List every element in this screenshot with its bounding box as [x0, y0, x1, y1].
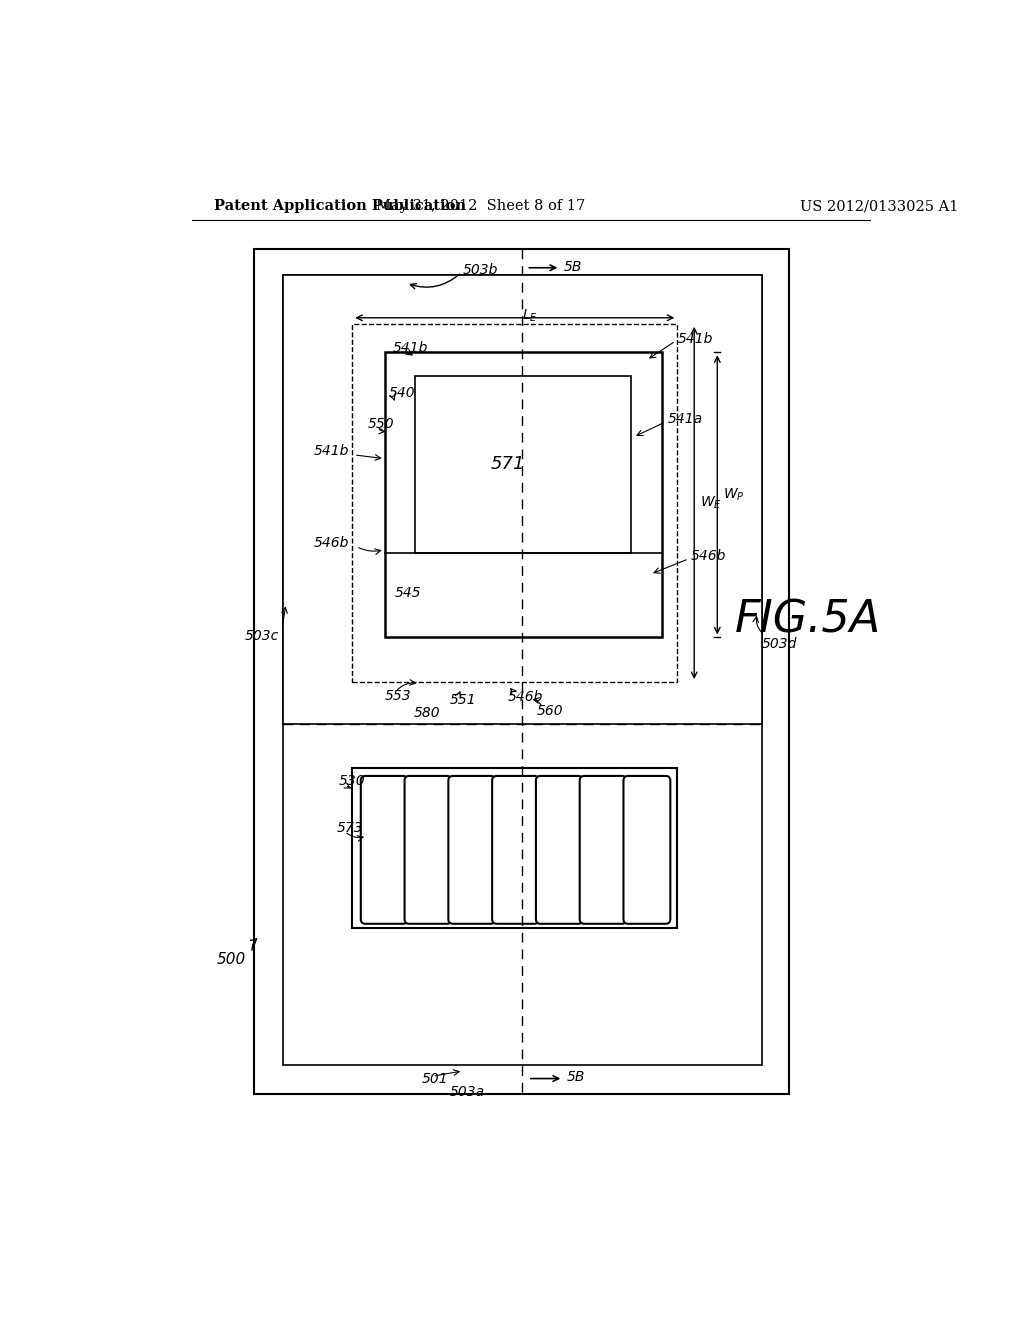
- Text: 550: 550: [368, 417, 394, 432]
- Text: 500: 500: [217, 952, 246, 966]
- Text: 541b: 541b: [677, 331, 713, 346]
- Text: 503c: 503c: [245, 628, 280, 643]
- Text: 541b: 541b: [314, 444, 349, 458]
- Bar: [385, 352, 662, 638]
- Text: 560: 560: [538, 705, 564, 718]
- Text: 545: 545: [394, 586, 421, 601]
- Text: 541b: 541b: [392, 341, 428, 355]
- Bar: [352, 768, 677, 928]
- Text: Patent Application Publication: Patent Application Publication: [214, 199, 466, 213]
- FancyBboxPatch shape: [624, 776, 671, 924]
- FancyBboxPatch shape: [580, 776, 627, 924]
- Text: 5B: 5B: [566, 1071, 585, 1084]
- Bar: [254, 249, 788, 1094]
- Text: 546b: 546b: [508, 690, 544, 705]
- Text: $L_E$: $L_E$: [522, 308, 539, 323]
- Text: May 31, 2012  Sheet 8 of 17: May 31, 2012 Sheet 8 of 17: [376, 199, 586, 213]
- Text: $W_E$: $W_E$: [700, 495, 722, 511]
- Text: 503b: 503b: [463, 263, 499, 277]
- Text: 5B: 5B: [563, 260, 582, 275]
- Text: 503a: 503a: [451, 1085, 485, 1100]
- Text: 546b: 546b: [314, 536, 349, 550]
- Text: 541a: 541a: [668, 412, 702, 426]
- Bar: [283, 276, 762, 1065]
- Text: 501: 501: [422, 1072, 449, 1085]
- Text: US 2012/0133025 A1: US 2012/0133025 A1: [801, 199, 958, 213]
- Text: 573: 573: [337, 821, 364, 836]
- Text: 540: 540: [388, 387, 415, 400]
- FancyBboxPatch shape: [449, 776, 496, 924]
- Bar: [283, 276, 762, 725]
- Text: 530: 530: [339, 774, 366, 788]
- FancyBboxPatch shape: [360, 776, 408, 924]
- Text: 553: 553: [385, 689, 412, 702]
- Bar: [416, 376, 631, 553]
- Text: $W_P$: $W_P$: [724, 487, 745, 503]
- Text: FIG.5A: FIG.5A: [735, 599, 882, 642]
- FancyBboxPatch shape: [536, 776, 583, 924]
- Text: 503d: 503d: [762, 636, 798, 651]
- Bar: [352, 323, 677, 682]
- Text: 580: 580: [414, 706, 440, 719]
- FancyBboxPatch shape: [404, 776, 452, 924]
- Text: 571: 571: [490, 455, 525, 473]
- FancyBboxPatch shape: [493, 776, 539, 924]
- Text: 551: 551: [451, 693, 477, 706]
- Text: 546b: 546b: [690, 549, 726, 564]
